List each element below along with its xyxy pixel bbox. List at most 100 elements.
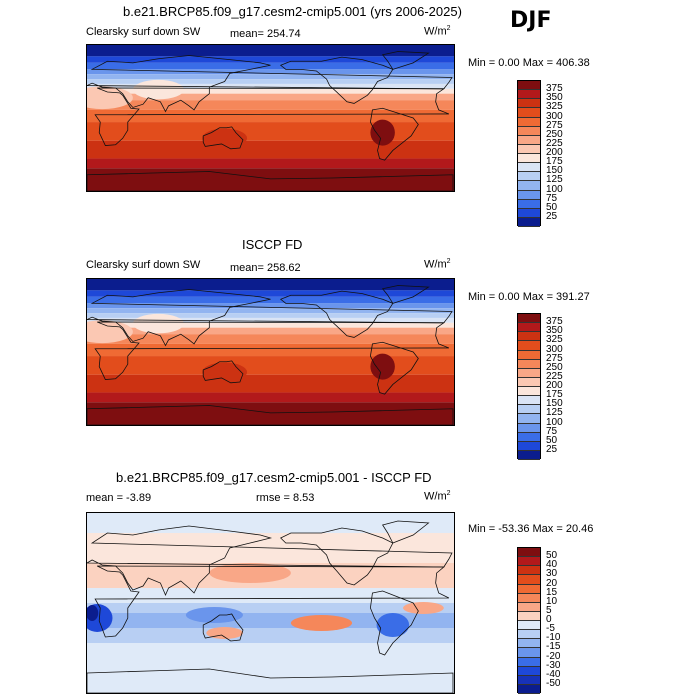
- panel3-minmax: Min = -53.36 Max = 20.46: [468, 523, 594, 535]
- field-band: [87, 168, 454, 191]
- field-band: [87, 62, 454, 70]
- field-anomaly: [290, 615, 353, 631]
- panel3-colorbar: [517, 547, 541, 694]
- field-band: [87, 100, 454, 110]
- colorbar-tick-label: -20: [546, 650, 561, 662]
- colorbar-tick-label: 175: [546, 389, 563, 401]
- field-anomaly: [87, 605, 99, 621]
- colorbar-swatch: [518, 108, 540, 118]
- field-band: [87, 83, 454, 89]
- colorbar-tick-label: 25: [546, 210, 558, 222]
- colorbar-swatch: [518, 341, 540, 351]
- coastline: [87, 668, 454, 693]
- colorbar-tick-label: 275: [546, 352, 563, 364]
- field-band: [87, 392, 454, 403]
- panel1-colorbar: [517, 80, 541, 227]
- panel1-map: [86, 44, 455, 192]
- coastline: [94, 565, 450, 638]
- field-anomaly: [209, 563, 291, 583]
- panel2-units: W/m2: [424, 258, 451, 271]
- field-band: [87, 402, 454, 425]
- coastline: [87, 405, 454, 425]
- panel3-map: [86, 512, 455, 694]
- colorbar-swatch: [518, 377, 540, 387]
- coastline: [87, 289, 453, 347]
- colorbar-tick-label: 50: [546, 550, 558, 562]
- colorbar-swatch: [518, 199, 540, 209]
- colorbar-swatch: [518, 368, 540, 378]
- colorbar-swatch: [518, 621, 540, 631]
- colorbar-tick-label: 275: [546, 119, 563, 131]
- colorbar-swatch: [518, 666, 540, 676]
- coastline: [381, 285, 430, 304]
- colorbar-tick-label: 25: [546, 443, 558, 455]
- coastline: [87, 171, 454, 191]
- colorbar-tick-label: 375: [546, 316, 563, 328]
- colorbar-swatch: [518, 675, 540, 685]
- colorbar-tick-label: 75: [546, 425, 558, 437]
- coastline: [94, 321, 450, 380]
- panel1-units: W/m2: [424, 25, 451, 38]
- field-anomaly: [403, 602, 444, 614]
- field-band: [87, 374, 454, 393]
- field-band: [87, 279, 454, 291]
- colorbar-tick-label: -5: [546, 623, 555, 635]
- field-anomaly: [202, 362, 248, 383]
- panel3-mean: mean = -3.89: [86, 492, 152, 504]
- field-anomaly: [376, 613, 410, 637]
- colorbar-swatch: [518, 117, 540, 127]
- colorbar-swatch: [518, 314, 540, 324]
- field-band: [87, 74, 454, 80]
- colorbar-tick-label: 200: [546, 147, 563, 158]
- coastline: [94, 87, 450, 146]
- colorbar-swatch: [518, 584, 540, 594]
- colorbar-tick-label: 325: [546, 101, 563, 113]
- field-band: [87, 93, 454, 101]
- colorbar-swatch: [518, 630, 540, 640]
- colorbar-tick-label: 40: [546, 559, 558, 571]
- field-band: [87, 308, 454, 314]
- colorbar-swatch: [518, 432, 540, 442]
- panel2-mean: mean= 258.62: [230, 262, 301, 274]
- colorbar-tick-label: 325: [546, 334, 563, 346]
- colorbar-swatch: [518, 548, 540, 558]
- colorbar-swatch: [518, 684, 540, 694]
- field-band: [87, 140, 454, 159]
- field-anomaly: [370, 119, 395, 146]
- field-band: [87, 290, 454, 297]
- colorbar-tick-label: 350: [546, 92, 563, 104]
- colorbar-tick-label: 100: [546, 416, 563, 428]
- colorbar-swatch: [518, 648, 540, 658]
- colorbar-tick-label: 20: [546, 577, 558, 589]
- colorbar-tick-label: 100: [546, 183, 563, 195]
- colorbar-swatch: [518, 441, 540, 451]
- panel3-units: W/m2: [424, 490, 451, 503]
- colorbar-swatch: [518, 414, 540, 424]
- panel1-field-label: Clearsky surf down SW: [86, 26, 201, 38]
- field-band: [87, 327, 454, 335]
- colorbar-swatch: [518, 396, 540, 406]
- colorbar-swatch: [518, 181, 540, 191]
- field-band: [87, 296, 454, 304]
- field-anomaly: [370, 353, 395, 380]
- field-anomaly: [87, 320, 133, 344]
- field-band: [87, 334, 454, 344]
- colorbar-tick-label: 200: [546, 380, 563, 391]
- colorbar-swatch: [518, 359, 540, 369]
- field-band: [87, 122, 454, 141]
- field-band: [87, 56, 454, 63]
- colorbar-tick-label: 50: [546, 434, 558, 446]
- colorbar-tick-label: -10: [546, 632, 561, 644]
- field-band: [87, 343, 454, 357]
- colorbar-swatch: [518, 575, 540, 585]
- field-band: [87, 45, 454, 57]
- field-band: [87, 356, 454, 375]
- panel1-mean: mean= 254.74: [230, 28, 301, 40]
- colorbar-swatch: [518, 611, 540, 621]
- field-anomaly: [132, 79, 184, 100]
- colorbar-swatch: [518, 126, 540, 136]
- colorbar-swatch: [518, 208, 540, 218]
- field-band: [87, 109, 454, 123]
- colorbar-tick-label: -30: [546, 659, 561, 671]
- colorbar-tick-label: 75: [546, 192, 558, 204]
